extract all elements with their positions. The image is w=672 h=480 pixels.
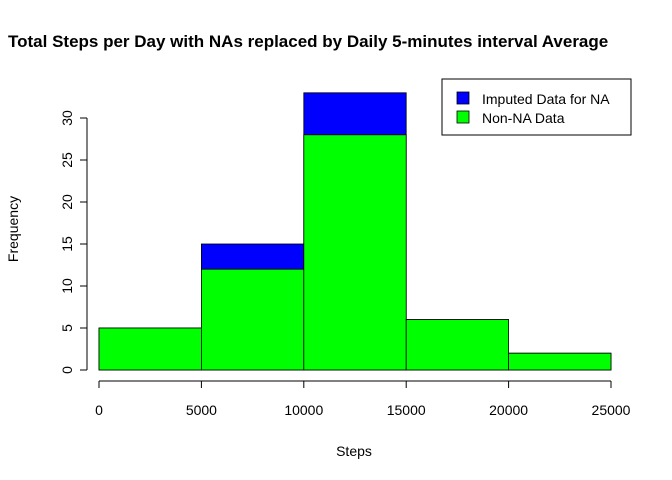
bars-group [98,92,612,371]
y-tick-label: 20 [59,194,75,210]
legend-box [441,78,632,136]
x-axis-label: Steps [336,443,372,459]
y-tick-label: 30 [59,110,75,126]
bar-non-na-3 [405,319,510,371]
legend: Imputed Data for NA Non-NA Data [441,78,632,136]
y-tick-label: 15 [59,236,75,252]
bar-non-na-4 [508,352,612,371]
x-tick-label: 5000 [186,402,217,418]
x-tick-label: 15000 [387,402,426,418]
bar-non-na-1 [200,268,305,371]
y-tick-label: 25 [59,152,75,168]
y-tick-label: 10 [59,278,75,294]
legend-label-non-na: Non-NA Data [482,110,565,126]
x-tick-label: 10000 [284,402,323,418]
legend-swatch-non-na [456,110,470,124]
legend-swatch-imputed [456,91,470,105]
y-tick-label: 5 [59,324,75,332]
chart-title: Total Steps per Day with NAs replaced by… [8,32,608,51]
x-tick-label: 25000 [592,402,631,418]
x-tick-label: 0 [95,402,103,418]
x-tick-label: 20000 [489,402,528,418]
y-axis-label: Frequency [5,196,21,262]
x-axis: 0 5000 10000 15000 20000 25000 [95,380,631,418]
legend-label-imputed: Imputed Data for NA [482,91,610,107]
bar-non-na-2 [303,134,407,371]
y-tick-label: 0 [59,366,75,374]
y-axis: 0 5 10 15 20 25 30 [59,110,88,374]
bar-non-na-0 [98,327,202,371]
